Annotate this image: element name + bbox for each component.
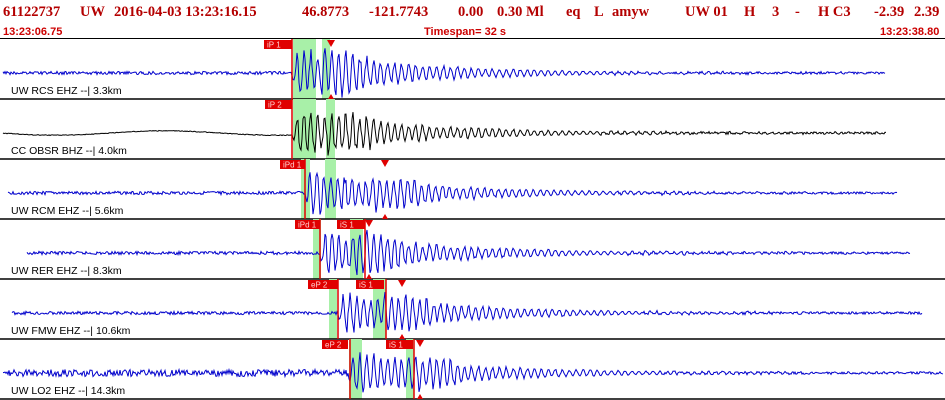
pick-marker[interactable] bbox=[295, 220, 320, 229]
depth: 0.00 bbox=[458, 4, 484, 20]
pick-label: iP 2 bbox=[268, 101, 282, 110]
pick-label: iP 1 bbox=[267, 41, 281, 50]
arrival-triangle[interactable] bbox=[381, 160, 389, 167]
pick-marker[interactable] bbox=[280, 160, 305, 169]
pick-marker[interactable] bbox=[386, 340, 413, 349]
pick-label: iPd 1 bbox=[298, 221, 317, 230]
longitude: -121.7743 bbox=[369, 4, 429, 20]
count: 3 bbox=[772, 4, 780, 20]
arrival-triangle[interactable] bbox=[328, 94, 334, 99]
pick-label: iPd 1 bbox=[283, 161, 302, 170]
origin-datetime: 2016-04-03 13:23:16.15 bbox=[114, 4, 257, 20]
trace-panel[interactable]: iPd 1 bbox=[0, 159, 945, 220]
arrival-triangle[interactable] bbox=[417, 394, 423, 399]
pick-window bbox=[313, 219, 321, 279]
source: UW 01 bbox=[685, 4, 728, 20]
pick-window bbox=[322, 39, 330, 99]
pick-marker[interactable] bbox=[337, 220, 365, 229]
arrival-triangle[interactable] bbox=[382, 214, 388, 219]
event-header: 61122737 UW 2016-04-03 13:23:16.15 46.87… bbox=[0, 0, 945, 27]
value-1: -2.39 bbox=[874, 4, 905, 20]
waveform bbox=[2, 48, 886, 98]
dash: - bbox=[795, 4, 800, 20]
h-c3: H C3 bbox=[818, 4, 851, 20]
trace-panel[interactable]: iPd 1 iS 1 bbox=[0, 219, 945, 280]
arrival-triangle[interactable] bbox=[398, 280, 406, 287]
trace-panel[interactable]: iP 2 bbox=[0, 99, 945, 160]
pick-label: iS 1 bbox=[389, 341, 403, 350]
start-time: 13:23:06.75 bbox=[3, 26, 63, 38]
pick-marker[interactable] bbox=[265, 100, 292, 109]
pick-label: iS 1 bbox=[340, 221, 354, 230]
network: UW bbox=[80, 4, 105, 20]
channel-label: CC OBSR BHZ --| 4.0km bbox=[11, 145, 127, 157]
author: amyw bbox=[612, 4, 650, 20]
pick-window bbox=[329, 279, 337, 339]
pick-window bbox=[325, 159, 336, 219]
event-id: 61122737 bbox=[3, 4, 61, 20]
arrival-triangle[interactable] bbox=[399, 334, 405, 339]
timespan: Timespan= 32 s bbox=[424, 26, 507, 38]
pick-window bbox=[349, 339, 362, 399]
channel-label: UW RER EHZ --| 8.3km bbox=[11, 265, 122, 277]
magnitude: 0.30 Ml bbox=[497, 4, 544, 20]
waveform bbox=[2, 112, 887, 156]
latitude: 46.8773 bbox=[302, 4, 350, 20]
pick-marker[interactable] bbox=[356, 280, 384, 289]
trace-panel[interactable]: eP 2 iS 1 bbox=[0, 279, 945, 340]
value-2: 2.39 bbox=[914, 4, 940, 20]
pick-label: iS 1 bbox=[359, 281, 373, 290]
arrival-triangle[interactable] bbox=[365, 220, 373, 227]
channel-label: UW FMW EHZ --| 10.6km bbox=[11, 325, 131, 337]
pick-marker[interactable] bbox=[322, 340, 348, 349]
pick-marker[interactable] bbox=[264, 40, 292, 49]
pick-marker[interactable] bbox=[308, 280, 338, 289]
event-type: eq bbox=[566, 4, 581, 20]
trace-panel[interactable]: eP 2 iS 1 bbox=[0, 339, 945, 400]
channel-label: UW RCS EHZ --| 3.3km bbox=[11, 85, 122, 97]
pick-label: eP 2 bbox=[311, 281, 328, 290]
waveform bbox=[26, 229, 911, 276]
header-divider bbox=[0, 38, 945, 39]
waveform bbox=[7, 171, 898, 215]
event-summary-line: 61122737 UW 2016-04-03 13:23:16.15 46.87… bbox=[0, 4, 945, 20]
h-flag: H bbox=[744, 4, 756, 20]
waveform bbox=[11, 292, 923, 333]
channel-label: UW LO2 EHZ --| 14.3km bbox=[11, 385, 126, 397]
pick-label: eP 2 bbox=[325, 341, 342, 350]
arrival-triangle[interactable] bbox=[327, 40, 335, 47]
trace-panel[interactable]: iP 1 bbox=[0, 39, 945, 100]
waveform bbox=[2, 352, 944, 393]
pick-window bbox=[293, 99, 316, 159]
channel-label: UW RCM EHZ --| 5.6km bbox=[11, 205, 124, 217]
arrival-triangle[interactable] bbox=[366, 274, 372, 279]
pick-window bbox=[350, 219, 363, 279]
arrival-triangle[interactable] bbox=[416, 340, 424, 347]
geo-type: L bbox=[594, 4, 604, 20]
end-time: 13:23:38.80 bbox=[880, 26, 940, 38]
